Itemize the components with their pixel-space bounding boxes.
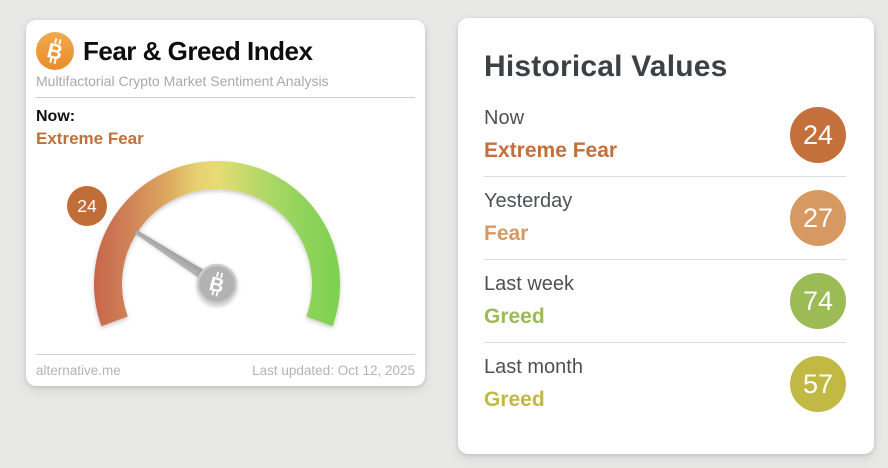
gauge-value-label: 24 bbox=[77, 196, 97, 216]
history-row-yesterday: Yesterday Fear 27 bbox=[484, 177, 846, 260]
header-divider bbox=[36, 97, 415, 98]
history-row-status: Fear bbox=[484, 222, 529, 245]
historical-values-card: Historical Values Now Extreme Fear 24 Ye… bbox=[458, 18, 874, 454]
history-row-label: Yesterday bbox=[484, 190, 573, 212]
fear-greed-gauge: B 24 bbox=[67, 160, 340, 326]
fear-greed-card: B Fear & Greed Index Multifactorial Cryp… bbox=[26, 20, 425, 386]
history-row-now: Now Extreme Fear 24 bbox=[484, 94, 846, 177]
svg-text:B: B bbox=[207, 273, 226, 298]
now-label: Now: bbox=[36, 108, 76, 125]
history-row-last-month: Last month Greed 57 bbox=[484, 343, 846, 425]
history-value-badge: 57 bbox=[790, 356, 846, 412]
widget-footer: alternative.me Last updated: Oct 12, 202… bbox=[36, 354, 415, 378]
history-row-label: Last week bbox=[484, 273, 575, 295]
fear-greed-header: B Fear & Greed Index bbox=[36, 32, 415, 70]
gauge-arc bbox=[94, 160, 340, 326]
history-row-label: Now bbox=[484, 107, 525, 129]
widget-subtitle: Multifactorial Crypto Market Sentiment A… bbox=[36, 73, 329, 89]
history-row-status: Extreme Fear bbox=[484, 139, 618, 162]
bitcoin-icon: B bbox=[36, 32, 74, 70]
history-row-status: Greed bbox=[484, 388, 545, 411]
history-row-status: Greed bbox=[484, 305, 545, 328]
source-link[interactable]: alternative.me bbox=[36, 363, 121, 378]
widget-title: Fear & Greed Index bbox=[83, 35, 313, 66]
last-updated-text: Last updated: Oct 12, 2025 bbox=[252, 363, 415, 378]
gauge-hub-bitcoin-icon: B bbox=[196, 263, 238, 305]
svg-text:B: B bbox=[45, 39, 65, 65]
now-status: Extreme Fear bbox=[36, 128, 144, 148]
history-row-label: Last month bbox=[484, 356, 583, 378]
history-value-badge: 24 bbox=[790, 107, 846, 163]
historical-values-title: Historical Values bbox=[484, 50, 728, 83]
gauge-value-badge: 24 bbox=[67, 185, 107, 226]
history-value-badge: 74 bbox=[790, 273, 846, 329]
history-row-last-week: Last week Greed 74 bbox=[484, 260, 846, 343]
history-value-badge: 27 bbox=[790, 190, 846, 246]
